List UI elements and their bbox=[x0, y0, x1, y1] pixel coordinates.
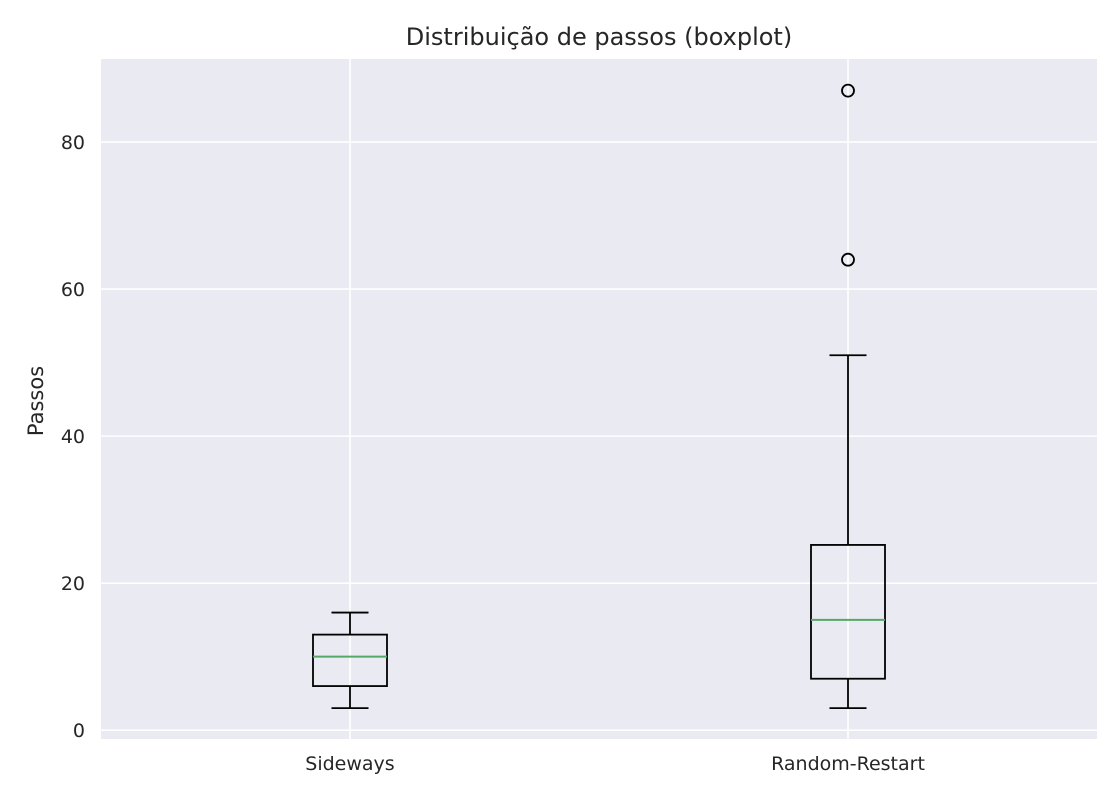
grid-lines bbox=[101, 59, 1097, 739]
y-tick-label: 0 bbox=[73, 720, 85, 742]
x-tick-label: Random-Restart bbox=[771, 753, 925, 775]
y-tick-label: 20 bbox=[61, 573, 85, 595]
y-axis-label: Passos bbox=[24, 366, 48, 436]
chart-title: Distribuição de passos (boxplot) bbox=[406, 23, 792, 51]
box bbox=[312, 633, 388, 687]
outlier-point bbox=[841, 83, 855, 98]
y-tick-label: 60 bbox=[61, 279, 85, 301]
plot-area bbox=[101, 59, 1097, 739]
y-tick-label: 80 bbox=[61, 132, 85, 154]
outlier-point bbox=[841, 252, 855, 267]
box-group bbox=[810, 83, 886, 710]
box bbox=[810, 544, 886, 680]
y-tick-label: 40 bbox=[61, 426, 85, 448]
x-tick-labels: Sideways Random-Restart bbox=[305, 753, 925, 775]
y-tick-labels: 0 20 40 60 80 bbox=[61, 132, 85, 742]
x-tick-label: Sideways bbox=[305, 753, 394, 775]
boxes bbox=[312, 83, 886, 710]
box-group bbox=[312, 611, 388, 710]
